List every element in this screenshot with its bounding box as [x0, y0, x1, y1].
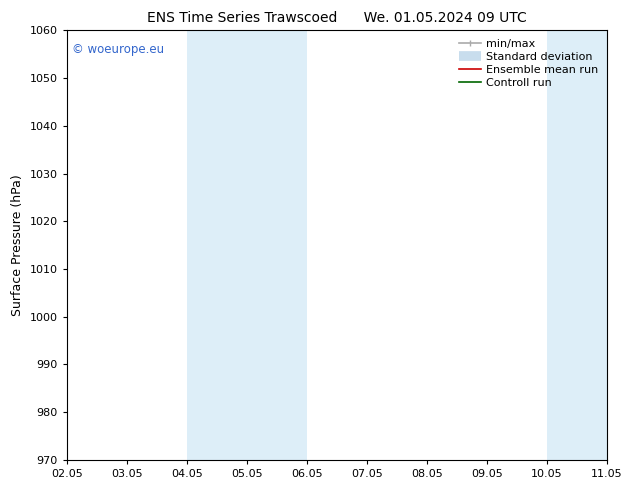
Text: © woeurope.eu: © woeurope.eu — [72, 43, 164, 56]
Title: ENS Time Series Trawscoed      We. 01.05.2024 09 UTC: ENS Time Series Trawscoed We. 01.05.2024… — [147, 11, 527, 25]
Bar — [187, 30, 307, 460]
Y-axis label: Surface Pressure (hPa): Surface Pressure (hPa) — [11, 174, 24, 316]
Legend: min/max, Standard deviation, Ensemble mean run, Controll run: min/max, Standard deviation, Ensemble me… — [456, 36, 602, 91]
Bar — [547, 30, 634, 460]
